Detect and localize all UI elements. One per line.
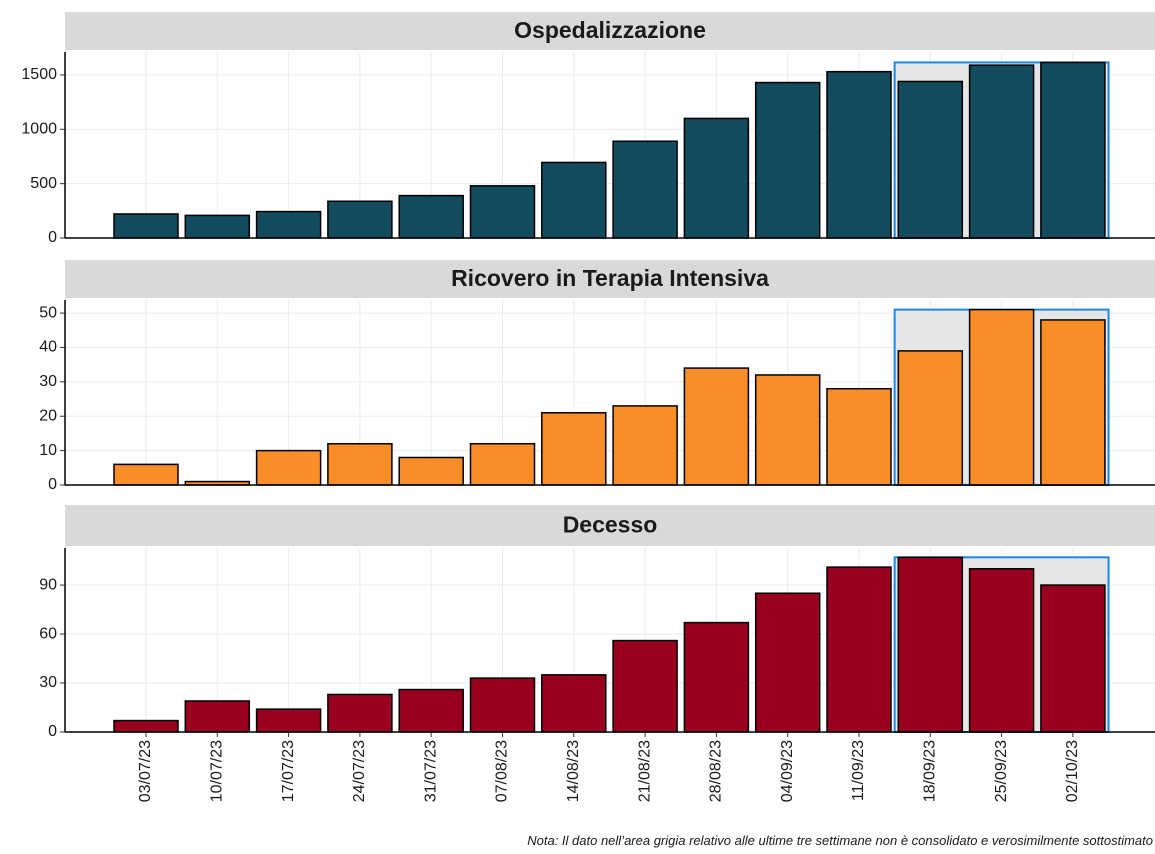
x-tick-label: 18/09/23 [922, 740, 939, 802]
bar [683, 367, 750, 486]
bar [541, 674, 607, 733]
y-tick-label: 20 [39, 407, 57, 424]
bar [968, 567, 1035, 733]
bar [612, 140, 678, 239]
panel-title: Ricovero in Terapia Intensiva [451, 265, 769, 291]
x-tick-label: 17/07/23 [280, 740, 297, 802]
x-tick-label: 28/08/23 [708, 740, 725, 802]
y-tick-label: 90 [39, 576, 57, 593]
bar [327, 693, 393, 733]
bar [826, 387, 892, 486]
note: Nota: Il dato nell’area grigia relativo … [527, 833, 1153, 848]
bar [327, 200, 393, 239]
bar [612, 639, 678, 733]
bar [968, 64, 1035, 239]
y-tick-label: 60 [39, 625, 57, 642]
bar [826, 566, 892, 733]
strip [65, 505, 1155, 546]
bar [1040, 584, 1106, 733]
x-tick-label: 04/09/23 [779, 740, 796, 802]
bar [754, 81, 821, 239]
bar [897, 556, 964, 733]
bar [184, 700, 251, 733]
panel-title: Ospedalizzazione [514, 17, 706, 43]
x-tick-label: 07/08/23 [494, 740, 511, 802]
bar [1040, 319, 1106, 486]
bar [1040, 61, 1106, 239]
x-tick-label: 14/08/23 [565, 740, 582, 802]
y-tick-label: 40 [39, 339, 57, 356]
strip [65, 260, 1155, 298]
bar [683, 117, 750, 239]
y-tick-label: 30 [39, 373, 57, 390]
y-tick-label: 50 [39, 304, 57, 321]
y-tick-label: 1500 [21, 66, 57, 83]
panel-title: Decesso [563, 512, 658, 538]
bar [469, 185, 536, 239]
bar [398, 456, 464, 486]
y-tick-label: 1000 [21, 121, 57, 138]
x-tick-label: 11/09/23 [850, 740, 867, 801]
bar [327, 442, 393, 486]
bar [897, 80, 964, 239]
bar [113, 719, 179, 733]
x-tick-label: 10/07/23 [209, 740, 226, 802]
bar [113, 213, 179, 239]
bar [255, 210, 322, 239]
strip [65, 12, 1155, 50]
y-tick-label: 0 [48, 476, 57, 493]
x-tick-label: 03/07/23 [137, 740, 154, 802]
y-tick-label: 10 [39, 442, 57, 459]
bar [255, 708, 322, 733]
x-tick-label: 21/08/23 [636, 740, 653, 802]
bar [184, 214, 251, 239]
x-tick-label: 25/09/23 [993, 740, 1010, 802]
bar [255, 449, 322, 486]
y-tick-label: 500 [30, 175, 57, 192]
bar [612, 405, 678, 486]
bar [683, 621, 750, 733]
bar [398, 194, 464, 239]
bar [469, 677, 536, 733]
y-tick-label: 0 [48, 723, 57, 740]
bar [541, 412, 607, 486]
bar [897, 350, 964, 486]
x-tick-label: 02/10/23 [1064, 740, 1081, 802]
bar [968, 308, 1035, 486]
bar [113, 463, 179, 486]
y-tick-label: 0 [48, 229, 57, 246]
x-tick-label: 31/07/23 [422, 740, 439, 802]
bar [826, 70, 892, 239]
bar [398, 688, 464, 733]
x-tick-label: 24/07/23 [351, 740, 368, 802]
bar [541, 161, 607, 239]
bar [754, 374, 821, 486]
y-tick-label: 30 [39, 674, 57, 691]
bar [469, 442, 536, 486]
bar [754, 592, 821, 733]
